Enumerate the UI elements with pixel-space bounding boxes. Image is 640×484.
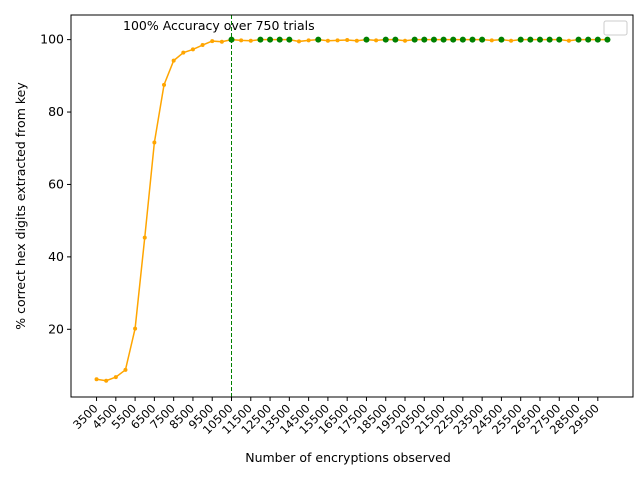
data-point-perfect	[430, 36, 437, 43]
data-point-perfect	[546, 36, 553, 43]
data-point-perfect	[411, 36, 418, 43]
data-point	[335, 38, 340, 43]
data-point	[374, 38, 379, 43]
data-point-perfect	[459, 36, 466, 43]
annotation-text: 100% Accuracy over 750 trials	[123, 18, 315, 33]
data-point-perfect	[527, 36, 534, 43]
y-tick-label: 40	[48, 249, 64, 264]
data-point	[239, 38, 244, 43]
data-point	[345, 37, 350, 42]
data-point	[142, 235, 147, 240]
data-point	[403, 38, 408, 43]
legend-box	[603, 20, 628, 36]
data-point	[296, 39, 301, 44]
y-axis-label: % correct hex digits extracted from key	[13, 82, 28, 330]
data-point-perfect	[382, 36, 389, 43]
data-point-perfect	[594, 36, 601, 43]
data-point	[489, 38, 494, 43]
data-point	[190, 47, 195, 52]
data-point-perfect	[604, 36, 611, 43]
data-point	[181, 50, 186, 55]
data-point	[113, 375, 118, 380]
data-point-perfect	[257, 36, 264, 43]
data-point-perfect	[556, 36, 563, 43]
data-point-perfect	[286, 36, 293, 43]
y-tick-label: 20	[48, 321, 64, 336]
data-point	[248, 38, 253, 43]
x-axis-label: Number of encryptions observed	[245, 450, 451, 465]
data-point-perfect	[450, 36, 457, 43]
data-point-perfect	[575, 36, 582, 43]
data-point	[171, 58, 176, 63]
data-point	[325, 38, 330, 43]
y-tick-label: 80	[48, 104, 64, 119]
data-point-perfect	[392, 36, 399, 43]
data-point	[219, 39, 224, 44]
axes-frame	[70, 14, 634, 398]
data-point-perfect	[585, 36, 592, 43]
data-point	[306, 38, 311, 43]
data-point-perfect	[498, 36, 505, 43]
data-point-perfect	[315, 36, 322, 43]
data-point	[509, 38, 514, 43]
y-tick-label: 100	[40, 32, 64, 47]
data-point	[94, 377, 99, 382]
y-tick-label: 60	[48, 176, 64, 191]
data-point	[200, 43, 205, 48]
data-point-perfect	[421, 36, 428, 43]
data-point	[210, 39, 215, 44]
data-point	[133, 326, 138, 331]
data-point-perfect	[469, 36, 476, 43]
data-point-perfect	[228, 36, 235, 43]
data-point	[354, 38, 359, 43]
data-point-perfect	[363, 36, 370, 43]
data-point	[123, 367, 128, 372]
data-point-perfect	[440, 36, 447, 43]
data-point	[152, 140, 157, 145]
data-point	[104, 378, 109, 383]
data-point-perfect	[479, 36, 486, 43]
data-point	[162, 82, 167, 87]
data-point-perfect	[536, 36, 543, 43]
data-point-perfect	[517, 36, 524, 43]
data-point	[566, 38, 571, 43]
data-point-perfect	[276, 36, 283, 43]
plot-area	[94, 15, 611, 397]
data-point-perfect	[267, 36, 274, 43]
